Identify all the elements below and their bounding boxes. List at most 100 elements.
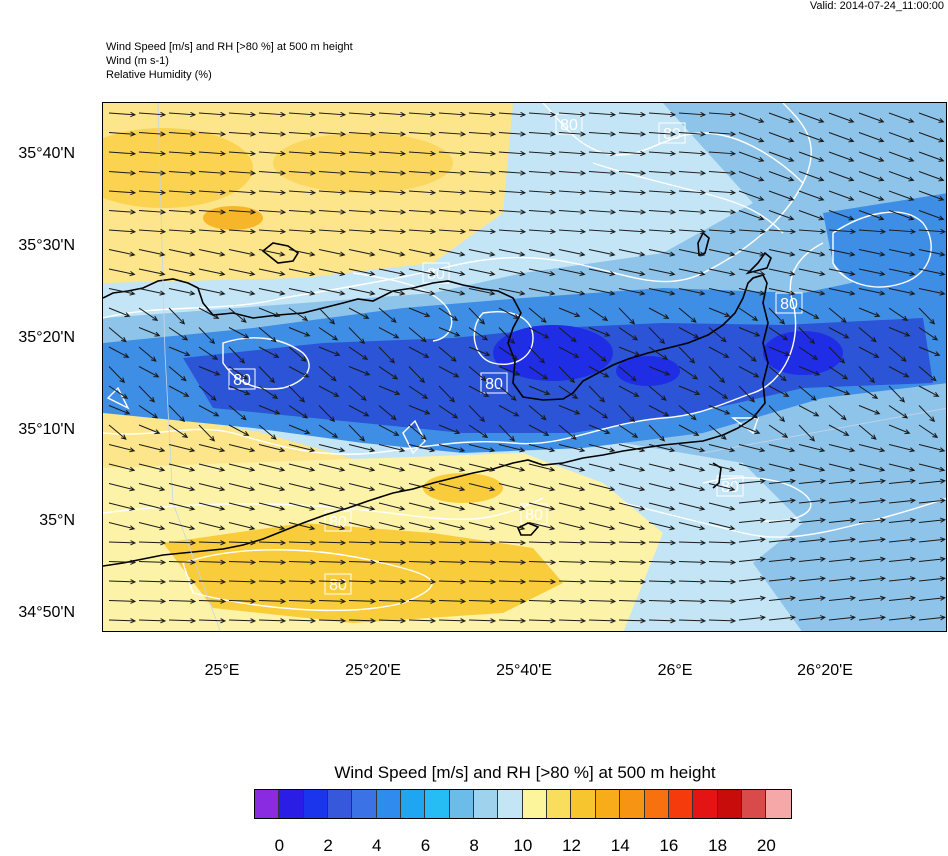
wind-arrow (558, 249, 586, 257)
wind-arrow (648, 483, 676, 492)
wind-arrow (168, 307, 186, 325)
wind-arrow (768, 132, 795, 143)
wind-arrow (618, 346, 641, 357)
wind-arrow (348, 540, 377, 546)
wind-arrow (708, 189, 737, 196)
wind-arrow (528, 598, 557, 604)
wind-arrow (198, 288, 226, 296)
header-line-3: Relative Humidity (%) (106, 69, 212, 81)
wind-arrow (588, 268, 616, 277)
wind-arrow (408, 559, 437, 565)
wind-arrow (108, 405, 131, 415)
wind-arrow (618, 540, 647, 546)
wind-arrow (828, 346, 846, 364)
wind-arrow (768, 327, 789, 341)
wind-arrow (228, 209, 257, 215)
wind-arrow (408, 170, 437, 176)
wind-arrow (708, 502, 736, 511)
wind-arrow (888, 556, 917, 562)
wind-arrow (858, 268, 886, 277)
wind-arrow (258, 327, 277, 343)
contour-label: 80 (780, 296, 798, 313)
wind-arrow (168, 424, 189, 438)
wind-arrow (438, 618, 467, 624)
wind-arrow (228, 268, 256, 277)
wind-arrow (198, 249, 226, 257)
wind-arrow (288, 444, 316, 453)
wind-arrow (258, 598, 287, 604)
wind-arrow (108, 483, 136, 492)
wind-arrow (498, 483, 526, 492)
wind-arrow (798, 171, 825, 182)
wind-arrow (138, 579, 167, 585)
wind-arrow (438, 209, 467, 215)
wind-arrow (708, 327, 727, 343)
wind-arrow (438, 189, 467, 196)
wind-arrow (258, 405, 281, 415)
wind-arrow (708, 228, 737, 235)
wind-arrow (168, 111, 197, 118)
wind-arrow (348, 111, 377, 118)
wind-arrow (228, 559, 257, 565)
wind-arrow (438, 598, 467, 604)
wind-arrow (228, 540, 257, 546)
wind-arrow (438, 559, 467, 565)
wind-arrow (138, 189, 167, 196)
wind-arrow (888, 132, 915, 143)
wind-arrow (708, 131, 737, 137)
wind-arrow (888, 405, 909, 419)
wind-arrow (168, 170, 197, 176)
wind-arrow (498, 327, 516, 345)
wind-arrow (378, 268, 406, 277)
wind-arrow (678, 502, 706, 511)
wind-arrow (498, 268, 526, 277)
wind-arrow (258, 249, 286, 257)
wind-arrow (438, 111, 467, 118)
wind-arrow (468, 307, 486, 325)
wind-arrow (828, 288, 856, 296)
wind-arrow (918, 210, 945, 221)
wind-arrow (408, 385, 429, 399)
wind-arrow (888, 615, 917, 621)
wind-arrow (228, 385, 251, 396)
colorbar-swatch (255, 790, 280, 818)
wind-arrow (318, 307, 336, 325)
wind-arrow (558, 579, 587, 585)
wind-arrow (408, 483, 436, 492)
wind-arrow (888, 210, 915, 221)
wind-arrow (378, 618, 407, 624)
wind-arrow (288, 618, 317, 624)
contour-label-box (228, 368, 256, 390)
wind-arrow (468, 228, 497, 235)
wind-arrow (678, 540, 707, 546)
wind-arrow (138, 170, 167, 176)
wind-arrow (168, 444, 196, 453)
contour-label: 80 (233, 372, 251, 389)
wind-arrow (138, 444, 166, 453)
wind-arrow (588, 385, 606, 403)
wind-arrow (168, 288, 196, 296)
wind-arrow (738, 307, 759, 321)
wind-arrow (438, 307, 459, 321)
wind-arrow (168, 559, 197, 565)
valid-time: Valid: 2014-07-24_11:00:00 (809, 0, 944, 12)
wind-arrow (708, 288, 736, 296)
colorbar-label: 6 (420, 836, 431, 855)
wind-arrow (138, 150, 167, 157)
wind-arrow (378, 170, 407, 176)
wind-arrow (168, 579, 197, 585)
wind-arrow (888, 112, 915, 123)
wind-arrow (798, 268, 826, 277)
wind-arrow (768, 151, 795, 162)
wind-arrow (438, 228, 467, 235)
wind-arrow (348, 618, 377, 624)
colorbar-swatch (449, 790, 475, 818)
wind-arrow (318, 170, 347, 176)
wind-arrow (918, 228, 946, 235)
wind-arrow (288, 579, 317, 585)
wind-arrow (198, 307, 220, 319)
wind-arrow (318, 559, 347, 565)
wind-arrow (438, 579, 467, 585)
wind-arrow (768, 444, 796, 453)
wind-arrow (108, 249, 136, 257)
